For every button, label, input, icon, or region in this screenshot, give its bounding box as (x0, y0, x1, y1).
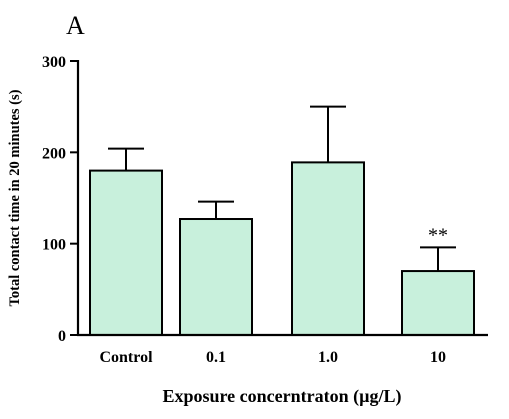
x-tick-label-3: 10 (430, 349, 446, 366)
bar-1 (179, 218, 253, 336)
y-axis-label: Total contact time in 20 minutes (s) (7, 89, 23, 306)
x-ticks-group: Control 0.1 1.0 10 (99, 349, 446, 366)
bar-0 (89, 169, 163, 336)
x-tick-label-0: Control (99, 349, 153, 366)
y-tick-label-3: 300 (42, 54, 66, 71)
error-bars-group (108, 105, 456, 272)
bar-2 (291, 161, 365, 336)
x-tick-label-1: 0.1 (206, 349, 226, 366)
significance-annotation-0: ** (428, 224, 448, 246)
y-tick-label-0: 0 (58, 328, 66, 345)
panel-label: A (66, 11, 85, 40)
annotations-group: ** (428, 224, 448, 246)
x-tick-label-2: 1.0 (318, 349, 338, 366)
bar-3 (401, 270, 475, 337)
y-tick-label-2: 200 (42, 145, 66, 162)
y-ticks-group: 0 100 200 300 (42, 54, 78, 345)
x-axis-label: Exposure concerntraton (µg/L) (162, 386, 401, 407)
y-tick-label-1: 100 (42, 237, 66, 254)
bars-group (89, 161, 475, 337)
